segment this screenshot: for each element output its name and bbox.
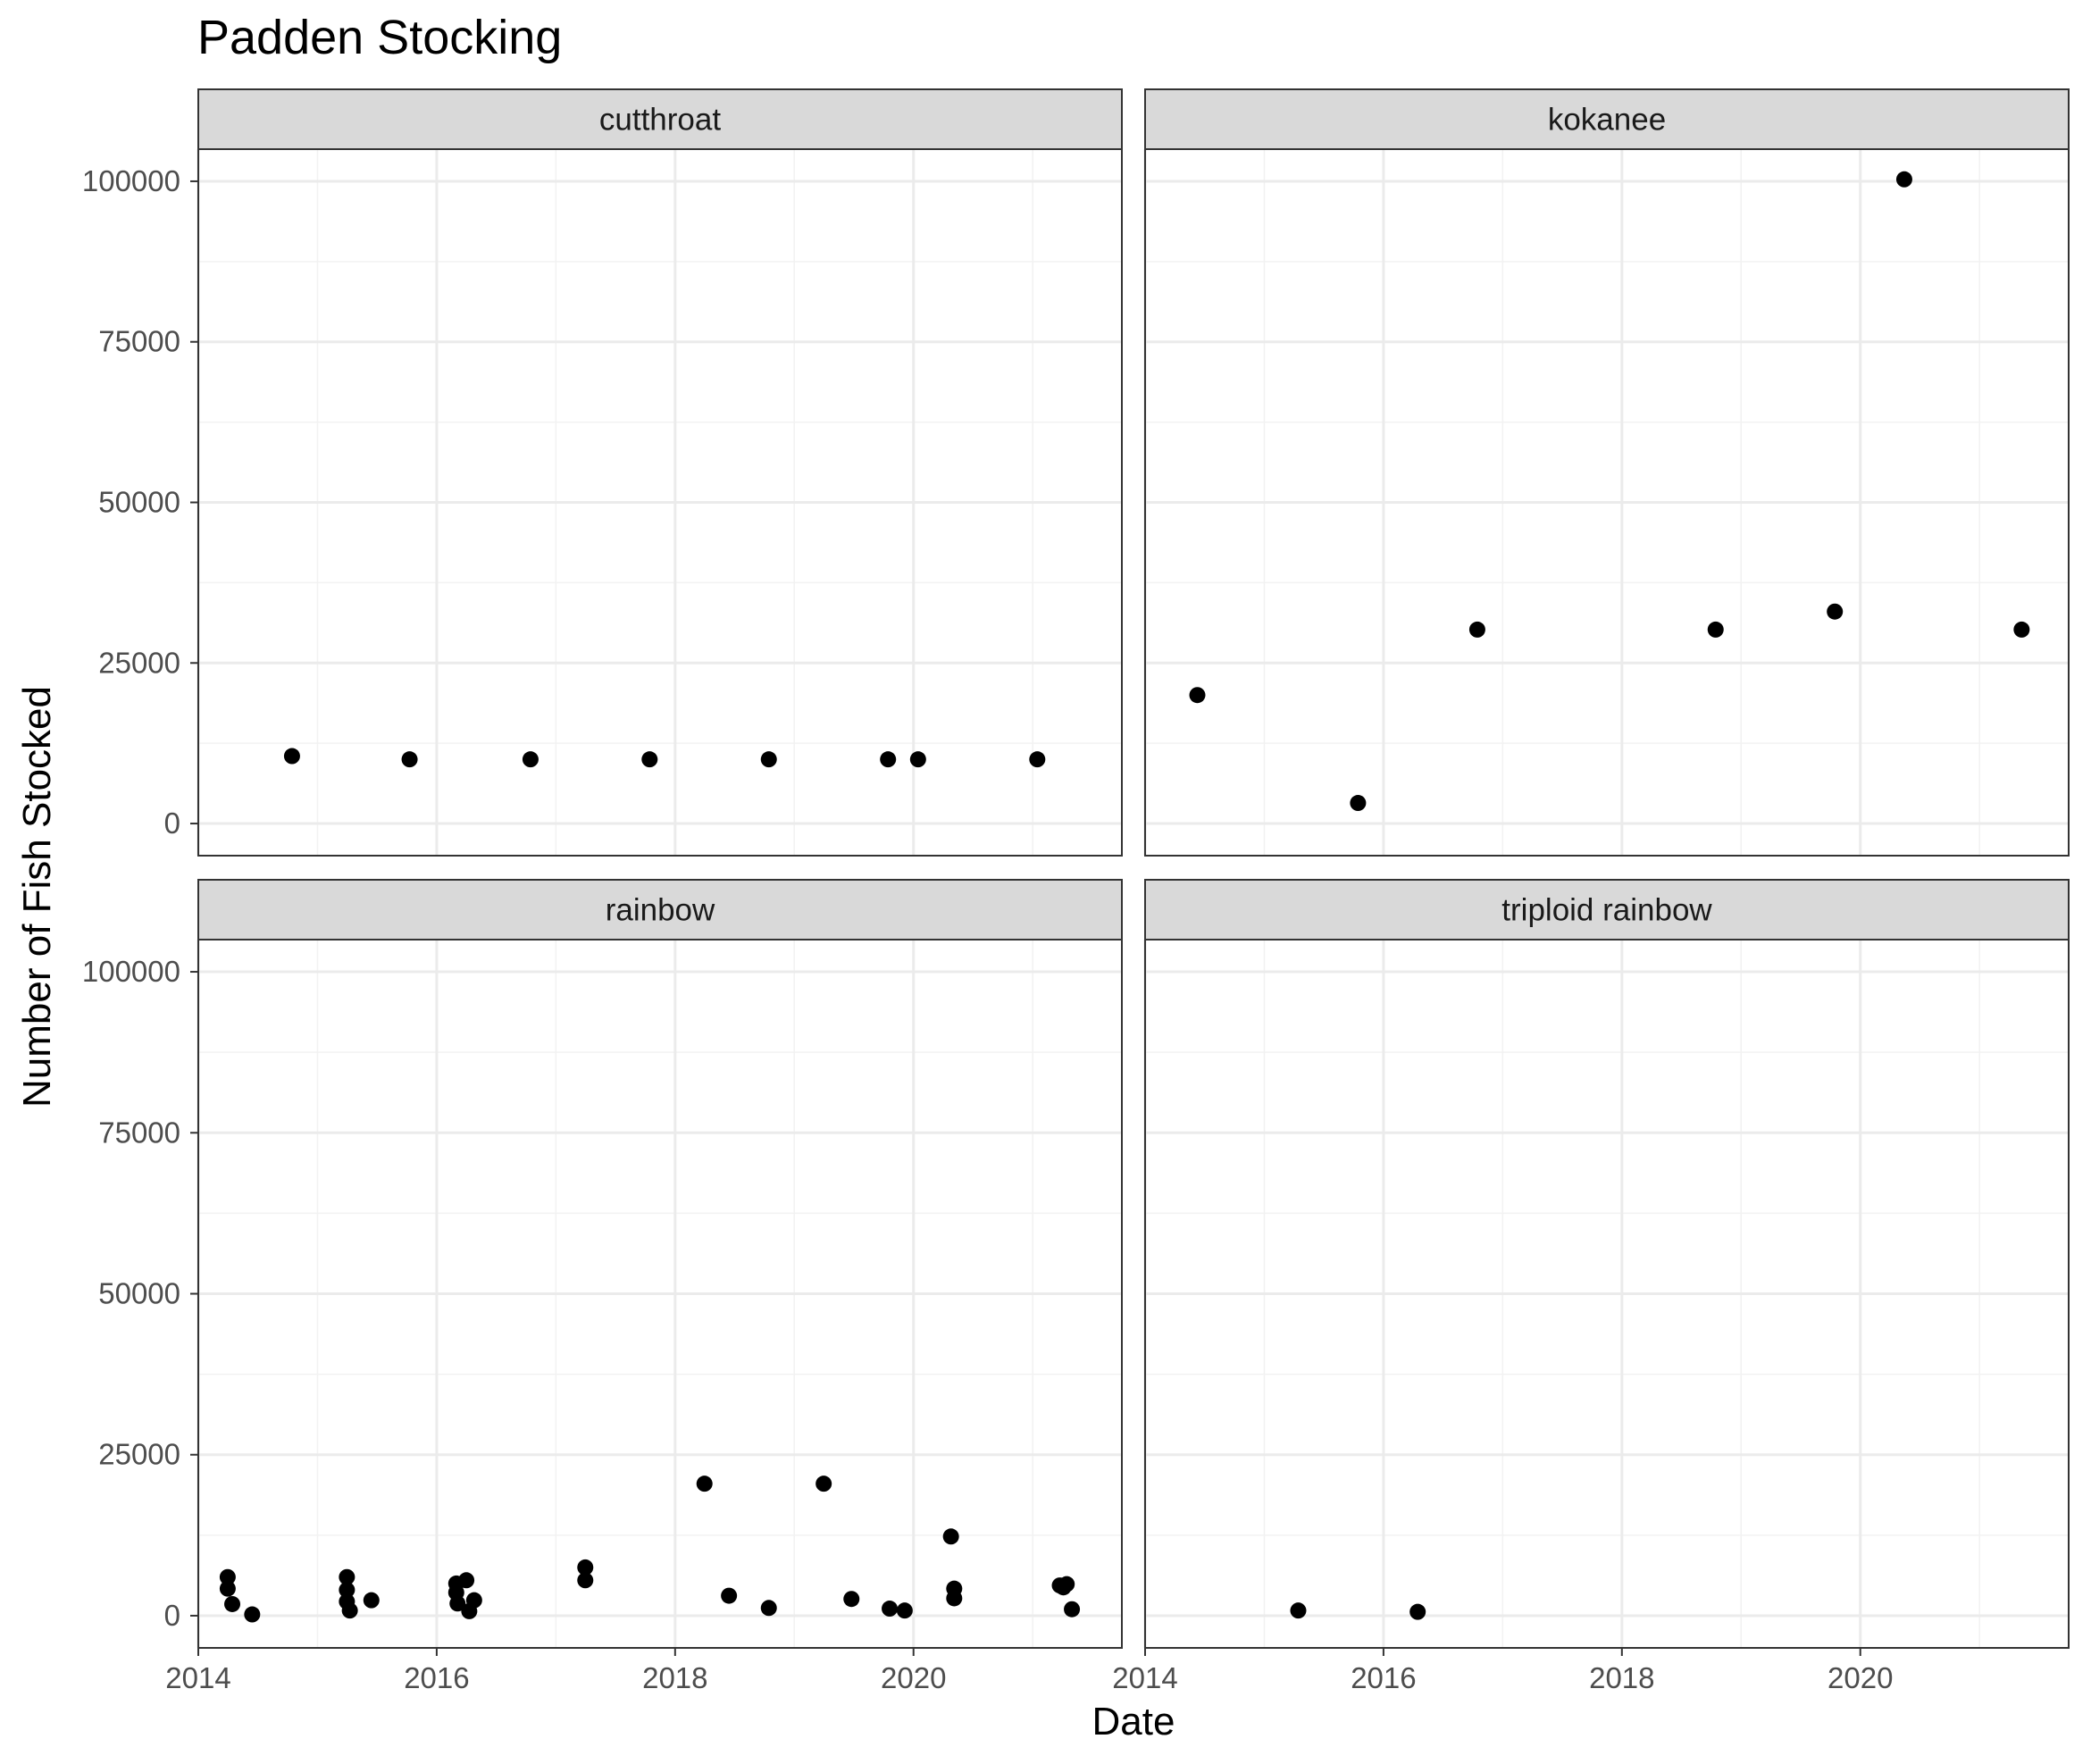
data-point-rainbow	[577, 1572, 594, 1589]
x-axis-title: Date	[1092, 1700, 1175, 1743]
data-point-rainbow	[882, 1601, 899, 1618]
data-point-kokanee	[1827, 603, 1844, 620]
facet-border-triploid-rainbow	[1144, 939, 2070, 1649]
facet-strip-rainbow	[197, 879, 1123, 941]
data-point-rainbow	[696, 1476, 713, 1492]
facet-label-kokanee: kokanee	[1548, 103, 1666, 138]
data-point-rainbow	[815, 1476, 832, 1492]
data-point-rainbow	[896, 1602, 913, 1619]
x-tick-label: 2014	[1112, 1661, 1177, 1694]
data-point-cutthroat	[760, 751, 777, 768]
y-tick-label: 25000	[98, 646, 180, 679]
x-tick-label: 2018	[1589, 1661, 1654, 1694]
data-point-cutthroat	[522, 751, 539, 768]
data-point-cutthroat	[401, 751, 418, 768]
data-point-rainbow	[458, 1572, 475, 1589]
y-tick-label: 0	[164, 1599, 180, 1632]
y-tick-label: 100000	[82, 164, 180, 197]
x-tick-label: 2016	[404, 1661, 469, 1694]
data-point-rainbow	[946, 1590, 963, 1607]
y-tick-label: 50000	[98, 486, 180, 519]
data-point-rainbow	[363, 1592, 380, 1609]
data-point-cutthroat	[1029, 751, 1046, 768]
data-point-triploid-rainbow	[1290, 1602, 1307, 1619]
data-point-rainbow	[1058, 1576, 1075, 1593]
data-point-cutthroat	[909, 751, 926, 768]
data-point-rainbow	[449, 1595, 466, 1612]
data-point-rainbow	[219, 1580, 236, 1597]
data-point-kokanee	[1350, 795, 1367, 812]
facet-strip-cutthroat	[197, 88, 1123, 150]
chart-title: Padden Stocking	[197, 11, 562, 64]
data-point-kokanee	[1468, 621, 1485, 638]
data-point-kokanee	[1707, 621, 1724, 638]
data-point-rainbow	[942, 1528, 959, 1545]
x-tick-label: 2016	[1351, 1661, 1416, 1694]
y-tick-label: 50000	[98, 1277, 180, 1310]
facet-strip-kokanee	[1144, 88, 2070, 150]
facet-label-rainbow: rainbow	[606, 893, 715, 928]
data-point-kokanee	[1895, 171, 1912, 188]
data-point-rainbow	[721, 1587, 738, 1604]
x-tick-label: 2014	[165, 1661, 230, 1694]
data-point-rainbow	[244, 1606, 261, 1623]
y-tick-label: 75000	[98, 1116, 180, 1149]
y-axis-title: Number of Fish Stocked	[15, 686, 59, 1108]
data-point-rainbow	[577, 1559, 594, 1576]
x-tick-label: 2020	[881, 1661, 946, 1694]
data-point-kokanee	[1189, 687, 1206, 704]
data-point-kokanee	[2013, 621, 2030, 638]
data-point-rainbow	[219, 1568, 236, 1585]
data-point-cutthroat	[641, 751, 658, 768]
x-tick-label: 2018	[642, 1661, 707, 1694]
y-tick-label: 100000	[82, 955, 180, 988]
facet-panels: cutthroat 0 25000 50000 75000 100000 kokanee ra…	[82, 88, 2070, 1694]
data-point-triploid-rainbow	[1409, 1603, 1426, 1620]
y-tick-label: 0	[164, 807, 180, 840]
data-point-rainbow	[843, 1591, 860, 1608]
facet-label-triploid-rainbow: triploid rainbow	[1501, 893, 1712, 928]
facet-label-cutthroat: cutthroat	[599, 103, 721, 138]
data-point-cutthroat	[283, 748, 300, 765]
data-point-rainbow	[341, 1602, 358, 1619]
y-tick-label: 75000	[98, 325, 180, 358]
x-tick-label: 2020	[1828, 1661, 1893, 1694]
data-point-rainbow	[1064, 1601, 1081, 1618]
data-point-rainbow	[224, 1595, 241, 1612]
data-point-cutthroat	[880, 751, 897, 768]
data-point-rainbow	[465, 1592, 482, 1609]
data-point-rainbow	[760, 1600, 777, 1617]
data-point-rainbow	[339, 1582, 355, 1599]
data-point-rainbow	[339, 1568, 355, 1585]
y-tick-label: 25000	[98, 1438, 180, 1471]
facet-border-kokanee	[1144, 148, 2070, 857]
